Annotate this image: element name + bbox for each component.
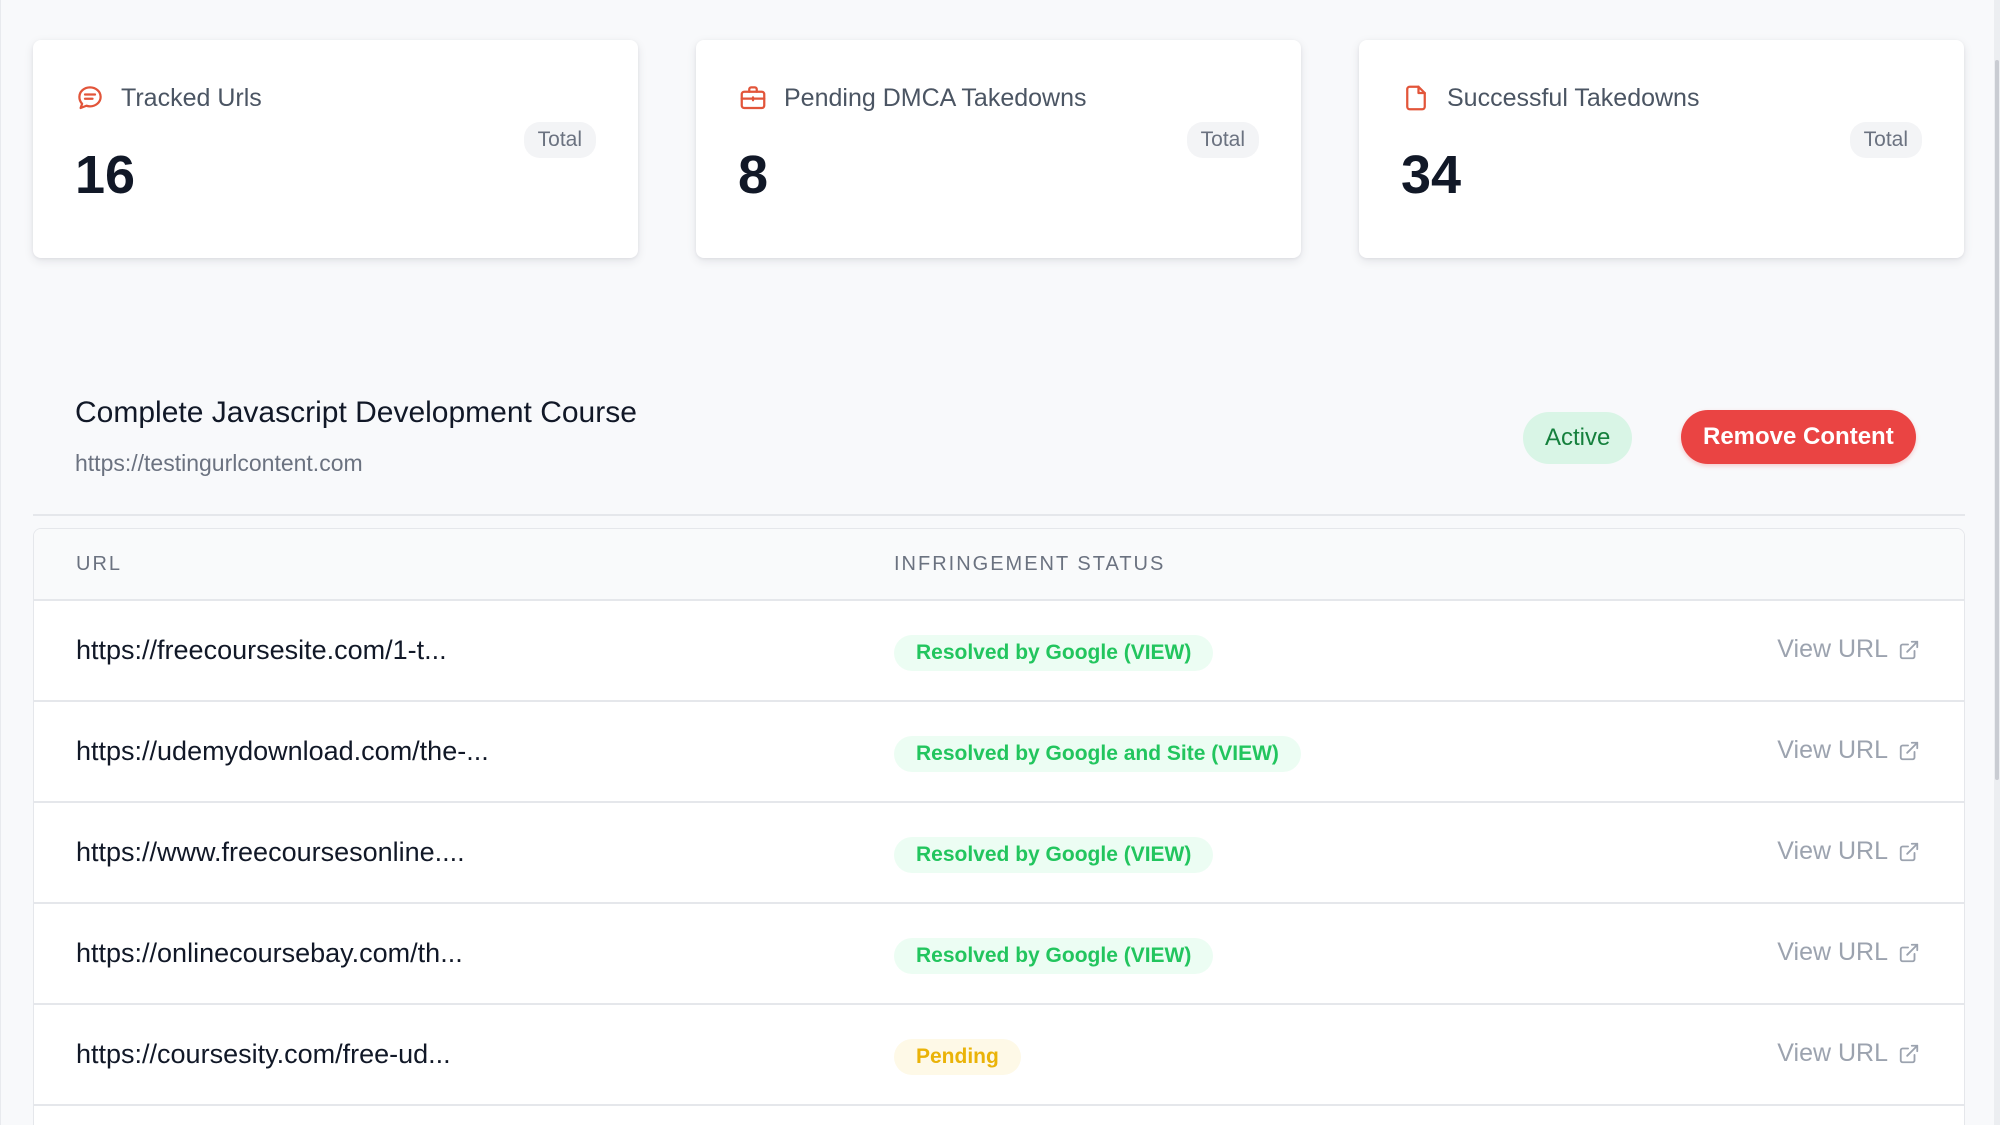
stat-card-header: Tracked Urls <box>75 80 596 116</box>
stats-row: Tracked Urls Total 16 Pending DMCA Taked… <box>33 40 1965 258</box>
view-url-link[interactable]: View URL <box>1777 1039 1920 1068</box>
row-url: https://coursesity.com/free-ud... <box>76 1039 451 1069</box>
chat-bubble-icon <box>78 86 102 110</box>
table-row: https://freecoursesite.com/1-t... Resolv… <box>34 601 1964 702</box>
row-url: https://udemydownload.com/the-... <box>76 736 489 766</box>
total-badge: Total <box>523 122 596 158</box>
row-url: https://onlinecoursebay.com/th... <box>76 938 463 968</box>
briefcase-icon <box>740 86 766 110</box>
infringement-status-badge[interactable]: Resolved by Google (VIEW) <box>894 635 1214 671</box>
column-header-infringement-status: INFRINGEMENT STATUS <box>894 553 1166 575</box>
view-url-label: View URL <box>1777 635 1888 663</box>
total-badge: Total <box>1186 122 1259 158</box>
view-url-label: View URL <box>1777 1039 1888 1067</box>
table-row: https://onlinecoursebay.com/th... Resolv… <box>34 904 1964 1005</box>
stat-card-pending-dmca: Pending DMCA Takedowns Total 8 <box>696 40 1301 258</box>
infringement-table: URL INFRINGEMENT STATUS https://freecour… <box>33 528 1965 1125</box>
stat-value: 8 <box>738 145 769 205</box>
total-badge: Total <box>1849 122 1922 158</box>
course-title: Complete Javascript Development Course <box>75 396 637 429</box>
external-link-icon <box>1899 842 1919 861</box>
scrollbar-thumb[interactable] <box>1995 60 1999 780</box>
external-link-icon <box>1899 741 1919 760</box>
stat-card-successful-takedowns: Successful Takedowns Total 34 <box>1359 40 1964 258</box>
table-row: https://udemydownload.com/the-... Resolv… <box>34 702 1964 803</box>
stat-title: Tracked Urls <box>121 83 262 112</box>
document-icon <box>1406 85 1426 111</box>
view-url-link[interactable]: View URL <box>1777 837 1920 866</box>
table-row: https://coursesity.com/free-ud... Pendin… <box>34 1005 1964 1106</box>
view-url-link[interactable]: View URL <box>1777 635 1920 664</box>
row-url: https://freecoursesite.com/1-t... <box>76 635 447 665</box>
view-url-link[interactable]: View URL <box>1777 736 1920 765</box>
stat-value: 34 <box>1401 145 1462 205</box>
remove-content-button[interactable]: Remove Content <box>1681 410 1916 464</box>
scrollbar-track[interactable] <box>1994 0 2000 1125</box>
view-url-label: View URL <box>1777 837 1888 865</box>
view-url-link[interactable]: View URL <box>1777 938 1920 967</box>
stat-card-header: Successful Takedowns <box>1401 80 1922 116</box>
stat-card-header: Pending DMCA Takedowns <box>738 80 1259 116</box>
infringement-status-badge[interactable]: Resolved by Google (VIEW) <box>894 938 1214 974</box>
view-url-label: View URL <box>1777 736 1888 764</box>
infringement-status-badge: Pending <box>894 1039 1021 1075</box>
course-url: https://testingurlcontent.com <box>75 450 363 476</box>
infringement-status-badge[interactable]: Resolved by Google and Site (VIEW) <box>894 736 1301 772</box>
stat-card-tracked-urls: Tracked Urls Total 16 <box>33 40 638 258</box>
stat-title: Pending DMCA Takedowns <box>784 83 1087 112</box>
active-status-badge: Active <box>1523 412 1633 464</box>
column-header-url: URL <box>76 553 123 575</box>
course-header: Complete Javascript Development Course h… <box>33 382 1965 516</box>
stat-title: Successful Takedowns <box>1447 83 1700 112</box>
stat-value: 16 <box>75 145 136 205</box>
view-url-label: View URL <box>1777 938 1888 966</box>
table-row: https://www.freecoursesonline.... Resolv… <box>34 803 1964 904</box>
infringement-status-badge[interactable]: Resolved by Google (VIEW) <box>894 837 1214 873</box>
row-url: https://www.freecoursesonline.... <box>76 837 465 867</box>
table-header: URL INFRINGEMENT STATUS <box>34 529 1964 601</box>
external-link-icon <box>1899 640 1919 659</box>
external-link-icon <box>1899 943 1919 962</box>
external-link-icon <box>1899 1044 1919 1063</box>
